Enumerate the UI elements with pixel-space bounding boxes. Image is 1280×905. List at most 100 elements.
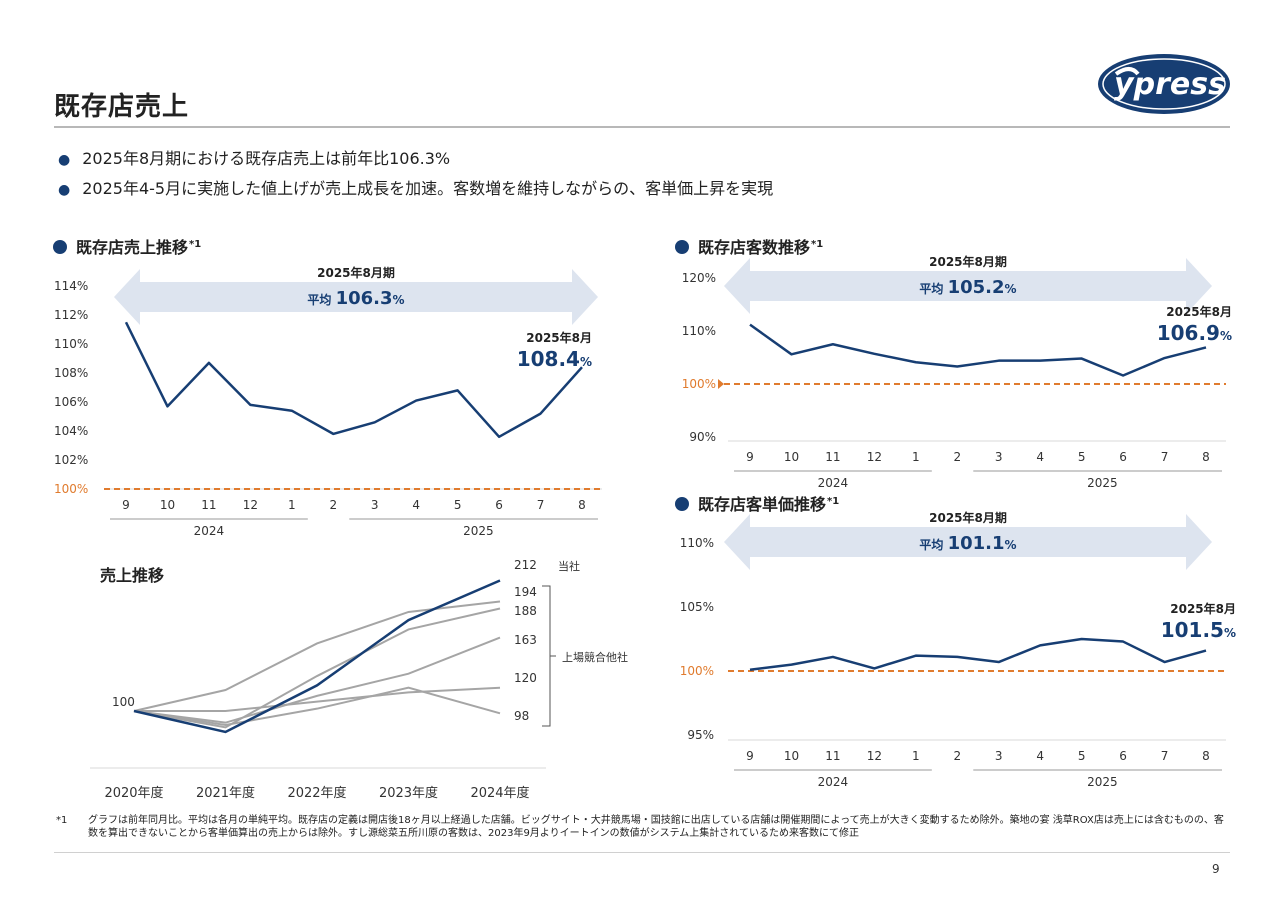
sales-chart-xtick-label: 11	[201, 498, 216, 512]
page-number: 9	[1212, 862, 1220, 876]
unit-price-chart-xtick-label: 7	[1161, 749, 1169, 763]
sales-chart-xtick-label: 6	[495, 498, 503, 512]
bullet-item: ● 2025年4-5月に実施した値上げが売上成長を加速。客数増を維持しながらの、客…	[58, 176, 773, 206]
unit-price-chart-xtick-label: 1	[912, 749, 920, 763]
sales-chart-xtick-label: 7	[537, 498, 545, 512]
footer-divider	[54, 852, 1230, 853]
sales-index-chart-peer-bracket	[542, 585, 556, 727]
unit-price-chart-xtick-label: 4	[1036, 749, 1044, 763]
customers-chart-title-sup: *1	[811, 239, 823, 250]
customers-chart-xtick-label: 2	[953, 450, 961, 464]
sales-chart-title-sup: *1	[189, 239, 201, 250]
customers-chart-ytick-label: 110%	[682, 324, 716, 338]
brand-logo: ypress	[1098, 54, 1230, 114]
sales-chart-xtick-label: 9	[122, 498, 130, 512]
sales-chart-average-text: 平均 106.3%	[307, 288, 404, 309]
unit-price-chart-series-line	[749, 637, 1207, 671]
unit-price-chart-xtick-label: 10	[784, 749, 799, 763]
unit-price-chart-title: 既存店客単価推移	[698, 495, 826, 514]
unit-price-chart-baseline-label: 100%	[680, 664, 714, 678]
sales-chart-xtick-label: 4	[412, 498, 420, 512]
footnote-mark: *1	[56, 815, 68, 826]
page-title: 既存店売上	[54, 92, 190, 122]
sales-index-chart-end-label: 212	[514, 558, 537, 572]
unit-price-chart-average-text: 平均 101.1%	[919, 533, 1016, 554]
sales-chart-ytick-label: 114%	[54, 279, 88, 293]
sales-index-chart-xtick-label: 2021年度	[196, 785, 255, 801]
customers-chart-average-band	[724, 258, 1212, 314]
customers-chart-xtick-label: 10	[784, 450, 799, 464]
customers-chart-xtick-label: 7	[1161, 450, 1169, 464]
footnote: グラフは前年同月比。平均は各月の単純平均。既存店の定義は開店後18ヶ月以上経過し…	[88, 815, 1224, 839]
customers-chart-bullet-icon	[675, 240, 689, 254]
unit-price-chart-year-label: 2025	[1087, 775, 1118, 789]
sales-chart-xtick-label: 8	[578, 498, 586, 512]
customers-chart-year-label: 2024	[818, 476, 849, 490]
customers-chart-title: 既存店客数推移	[698, 238, 810, 257]
sales-chart-ytick-label: 112%	[54, 308, 88, 322]
customers-chart-xtick-label: 4	[1036, 450, 1044, 464]
sales-index-chart-xtick-label: 2024年度	[470, 785, 529, 801]
sales-index-chart-peer-line	[134, 686, 501, 712]
sales-chart-bullet-icon	[53, 240, 67, 254]
sales-chart-year-label: 2025	[463, 524, 494, 538]
customers-chart-period-label: 2025年8月期	[929, 254, 1007, 269]
sales-chart-ytick-label: 106%	[54, 395, 88, 409]
unit-price-chart-bullet-icon	[675, 497, 689, 511]
sales-index-chart-own-label: 当社	[558, 559, 580, 573]
customers-chart-last-value-label: 106.9%	[1157, 321, 1232, 345]
sales-index-chart-xtick-label: 2023年度	[379, 785, 438, 801]
unit-price-chart-last-period-label: 2025年8月	[1170, 601, 1236, 616]
sales-index-chart-end-label: 98	[514, 709, 529, 723]
sales-chart-xtick-label: 2	[329, 498, 337, 512]
sales-index-chart-peer-line	[133, 600, 501, 712]
sales-chart-xtick-label: 3	[371, 498, 379, 512]
customers-chart-xtick-label: 5	[1078, 450, 1086, 464]
customers-chart-year-label: 2025	[1087, 476, 1118, 490]
sales-index-chart-peer-line	[133, 607, 501, 729]
unit-price-chart-title-sup: *1	[827, 496, 839, 507]
logo-text: ypress	[1114, 67, 1226, 102]
unit-price-chart-last-value-label: 101.5%	[1161, 618, 1236, 642]
bullet-icon: ●	[58, 152, 71, 168]
unit-price-chart-xtick-label: 3	[995, 749, 1003, 763]
customers-chart-baseline-marker	[718, 379, 724, 389]
sales-chart-ytick-label: 102%	[54, 453, 88, 467]
unit-price-chart-xtick-label: 5	[1078, 749, 1086, 763]
sales-chart-ytick-label: 104%	[54, 424, 88, 438]
customers-chart-baseline-label: 100%	[682, 377, 716, 391]
customers-chart-ytick-label: 120%	[682, 271, 716, 285]
sales-index-chart-end-label: 163	[514, 633, 537, 647]
customers-chart-xtick-label: 3	[995, 450, 1003, 464]
sales-index-chart-peers-label: 上場競合他社	[562, 650, 628, 664]
customers-chart-series-line	[749, 323, 1207, 377]
customers-chart-xtick-label: 9	[746, 450, 754, 464]
unit-price-chart-xtick-label: 2	[953, 749, 961, 763]
unit-price-chart-ytick-label: 110%	[680, 536, 714, 550]
sales-chart-period-label: 2025年8月期	[317, 265, 395, 280]
title-divider	[54, 126, 1230, 128]
unit-price-chart-average-band	[724, 514, 1212, 570]
customers-chart-average-text: 平均 105.2%	[919, 277, 1016, 298]
unit-price-chart-year-label: 2024	[818, 775, 849, 789]
customers-chart-ytick-label: 90%	[689, 430, 716, 444]
sales-chart-last-period-label: 2025年8月	[526, 330, 592, 345]
customers-chart-xtick-label: 1	[912, 450, 920, 464]
unit-price-chart-ytick-label: 105%	[680, 600, 714, 614]
unit-price-chart-xtick-label: 12	[867, 749, 882, 763]
customers-chart-xtick-label: 6	[1119, 450, 1127, 464]
bullet-icon: ●	[58, 182, 71, 198]
unit-price-chart-ytick-label: 95%	[687, 728, 714, 742]
sales-index-chart-xtick-label: 2020年度	[104, 785, 163, 801]
sales-index-chart-own-line	[133, 579, 501, 734]
sales-index-chart-peer-line	[133, 636, 501, 724]
sales-index-chart-end-label: 194	[514, 585, 537, 599]
customers-chart-xtick-label: 12	[867, 450, 882, 464]
sales-index-chart-start-label: 100	[112, 695, 135, 709]
unit-price-chart-xtick-label: 8	[1202, 749, 1210, 763]
sales-index-chart-end-label: 188	[514, 604, 537, 618]
sales-chart-ytick-label: 108%	[54, 366, 88, 380]
sales-chart-xtick-label: 12	[243, 498, 258, 512]
unit-price-chart-xtick-label: 9	[746, 749, 754, 763]
